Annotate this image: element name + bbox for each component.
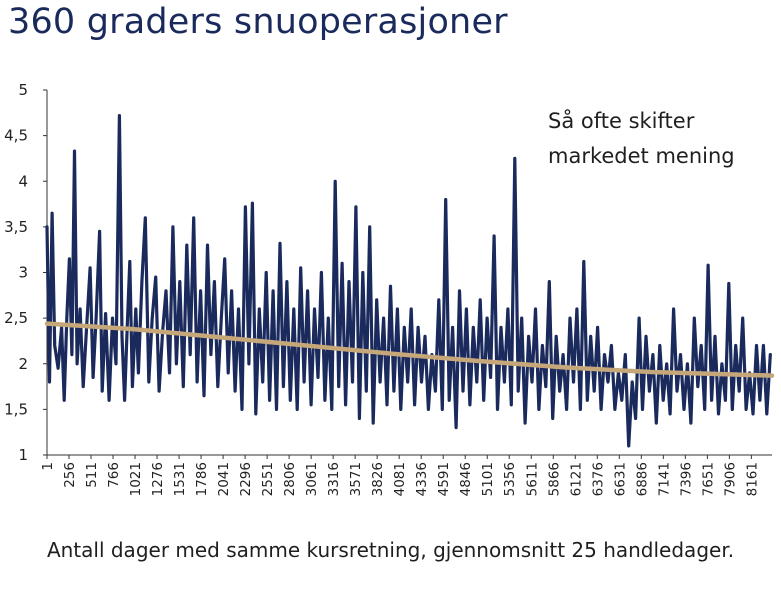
x-tick-label: 7651: [700, 462, 716, 496]
x-tick-label: 3061: [304, 462, 320, 496]
chart-title: 360 graders snuoperasjoner: [8, 2, 508, 42]
y-tick-label: 3: [18, 264, 28, 282]
x-tick-label: 511: [84, 462, 100, 488]
x-tick-label: 2806: [282, 462, 298, 496]
x-tick-label: 4591: [436, 462, 452, 496]
x-tick-label: 3316: [326, 462, 342, 496]
x-tick-label: 4336: [414, 462, 430, 496]
y-tick-label: 1,5: [4, 400, 28, 418]
y-tick-label: 2,5: [4, 309, 28, 327]
x-tick-label: 4081: [392, 462, 408, 496]
x-tick-label: 7906: [722, 462, 738, 496]
x-tick-label: 2551: [260, 462, 276, 496]
x-tick-label: 2041: [216, 462, 232, 496]
x-tick-label: 6121: [568, 462, 584, 496]
x-tick-label: 1021: [128, 462, 144, 496]
x-tick-label: 5356: [502, 462, 518, 496]
y-tick-label: 4: [18, 172, 28, 190]
x-tick-label: 7396: [678, 462, 694, 496]
annotation-line-2: markedet mening: [548, 144, 735, 168]
x-tick-label: 1276: [150, 462, 166, 496]
y-tick-label: 5: [18, 81, 28, 99]
y-tick-label: 4,5: [4, 127, 28, 145]
x-tick-label: 3571: [348, 462, 364, 496]
x-tick-label: 6376: [590, 462, 606, 496]
x-tick-label: 3826: [370, 462, 386, 496]
annotation: Så ofte skifter markedet mening: [548, 108, 735, 168]
x-axis-caption: Antall dager med samme kursretning, gjen…: [46, 538, 735, 562]
x-tick-label: 6886: [634, 462, 650, 496]
chart: 1 1,5 2 2,5 3 3,5 4 4,5 5 1 256 511 766 1021 1276 1531 1…: [4, 81, 775, 496]
x-tick-label: 5101: [480, 462, 496, 496]
x-tick-label: 256: [62, 462, 78, 488]
x-tick-label: 1786: [194, 462, 210, 496]
x-tick-label: 1: [40, 462, 56, 471]
x-tick-label: 4846: [458, 462, 474, 496]
y-tick-label: 2: [18, 355, 28, 373]
trend-line: [44, 321, 775, 378]
data-series-line: [45, 114, 772, 448]
x-tick-label: 2296: [238, 462, 254, 496]
y-tick-label: 1: [18, 446, 28, 464]
axes: 1 1,5 2 2,5 3 3,5 4 4,5 5 1 256 511 766 1021 1276 1531 1…: [4, 81, 772, 496]
x-tick-label: 8161: [744, 462, 760, 496]
x-tick-label: 5611: [524, 462, 540, 496]
x-tick-label: 766: [106, 462, 122, 488]
x-tick-label: 5866: [546, 462, 562, 496]
x-tick-label: 6631: [612, 462, 628, 496]
annotation-line-1: Så ofte skifter: [548, 108, 695, 133]
y-tick-label: 3,5: [4, 218, 28, 236]
x-tick-label: 1531: [172, 462, 188, 496]
x-tick-label: 7141: [656, 462, 672, 496]
series-layer: [44, 114, 775, 448]
